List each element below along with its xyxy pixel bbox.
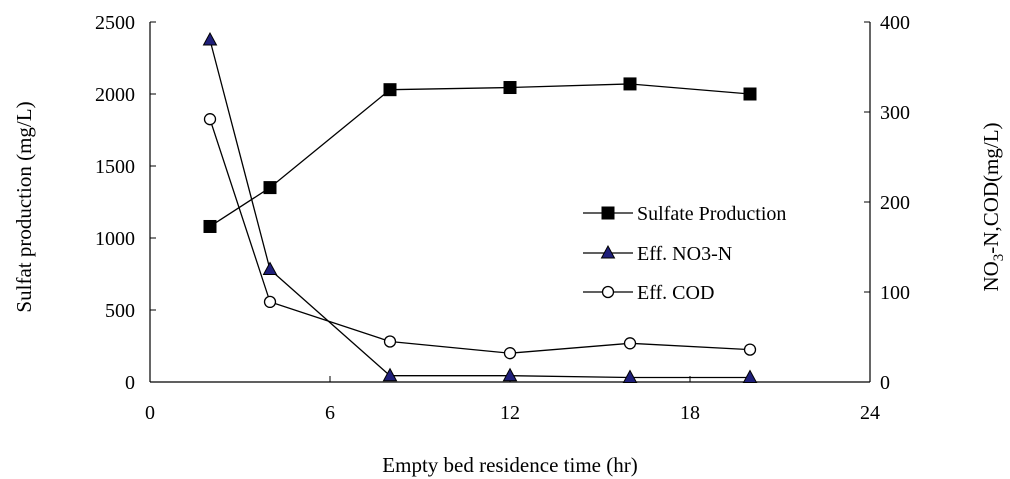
- eff-no3-n-point: [742, 369, 758, 383]
- right-y-axis-title-prefix: NO: [979, 261, 1003, 291]
- x-tick-label: 18: [680, 402, 700, 424]
- eff-cod-point: [263, 295, 277, 309]
- left-y-tick-label: 0: [125, 372, 135, 394]
- eff-no3-n-point: [382, 367, 398, 382]
- x-tick-label: 24: [860, 402, 880, 424]
- x-tick-label: 6: [325, 402, 335, 424]
- left-y-tick-label: 500: [105, 300, 135, 322]
- x-axis-title: Empty bed residence time (hr): [382, 453, 637, 477]
- legend: Sulfate Production Eff. NO3-N Eff. COD: [583, 203, 786, 304]
- eff-no3-n-point: [262, 261, 278, 275]
- right-y-axis-title-suffix: -N,COD(mg/L): [979, 122, 1003, 253]
- eff-cod-point: [623, 337, 637, 350]
- sulfate-production-point: [623, 77, 637, 91]
- eff-no3-n-point: [202, 31, 218, 46]
- eff-no3-n-point: [622, 369, 638, 383]
- left-y-tick-label: 1000: [95, 228, 135, 250]
- right-y-axis-title-subscript: 3: [991, 254, 1007, 262]
- sulfate-production-point: [263, 181, 277, 195]
- eff-cod-point: [383, 335, 397, 348]
- sulfate-production-point: [503, 81, 517, 95]
- eff-cod-point: [743, 343, 757, 356]
- legend-label: Eff. COD: [637, 282, 714, 304]
- eff-cod-point: [601, 285, 615, 299]
- series-line: [209, 118, 751, 354]
- right-y-tick-label: 400: [880, 12, 910, 34]
- series-group: [203, 113, 757, 360]
- left-y-tick-label: 1500: [95, 156, 135, 178]
- axes: 0 6 12 18 2405001000150020002500010020030040…: [95, 12, 910, 424]
- series-group: [202, 31, 758, 383]
- series-line: [209, 39, 750, 379]
- eff-no3-n-point: [502, 367, 518, 382]
- x-tick-label: 12: [500, 402, 520, 424]
- series-group: [203, 77, 757, 233]
- right-y-tick-label: 100: [880, 282, 910, 304]
- left-y-tick-label: 2500: [95, 12, 135, 34]
- sulfate-production-point: [383, 83, 397, 97]
- series-line: [209, 83, 751, 228]
- eff-cod-point: [503, 347, 517, 360]
- x-tick-label: 0: [145, 402, 155, 424]
- legend-label: Sulfate Production: [637, 203, 786, 225]
- sulfate-production-point: [601, 206, 615, 220]
- series: [202, 31, 758, 383]
- left-y-axis-title: Sulfat production (mg/L): [12, 101, 36, 312]
- eff-no3-n-point: [600, 244, 616, 259]
- right-y-tick-label: 300: [880, 102, 910, 124]
- legend-label: Eff. NO3-N: [637, 243, 732, 265]
- right-y-axis-title: NO3-N,COD(mg/L): [979, 122, 1007, 291]
- right-y-tick-label: 0: [880, 372, 890, 394]
- eff-cod-point: [203, 113, 217, 126]
- sulfate-production-point: [203, 219, 217, 233]
- right-y-tick-label: 200: [880, 192, 910, 214]
- sulfate-production-point: [743, 87, 757, 101]
- left-y-tick-label: 2000: [95, 84, 135, 106]
